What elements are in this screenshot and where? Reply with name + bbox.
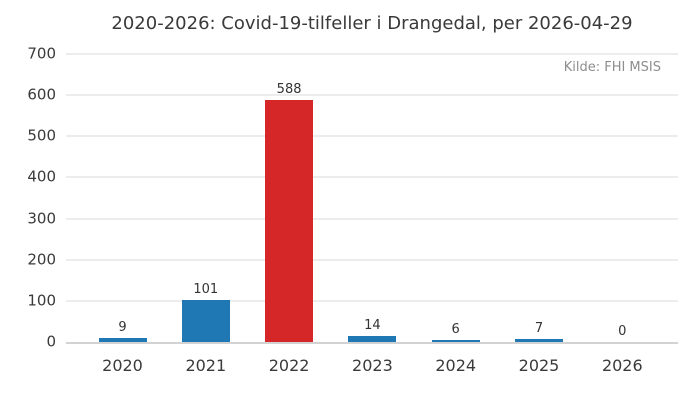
gridline-y200 [66,258,678,261]
y-tick-label-700: 700 [27,44,56,63]
bar-value-label-2020: 9 [118,320,127,336]
y-tick-label-300: 300 [27,209,56,228]
y-tick-label-600: 600 [27,85,56,104]
bar-value-label-2022: 588 [276,82,302,98]
gridline-y500 [66,135,678,138]
source-annotation: Kilde: FHI MSIS [563,60,661,75]
y-tick-label-100: 100 [27,291,56,310]
bar-value-label-2023: 14 [364,318,381,334]
bar-value-label-2025: 7 [534,321,544,337]
bar-2023 [348,336,397,342]
x-tick-label-2024: 2024 [435,356,477,375]
bar-value-label-2024: 6 [451,321,460,337]
x-tick-label-2026: 2026 [601,356,643,375]
x-tick-label-2020: 2020 [102,356,143,375]
x-tick-label-2023: 2023 [352,356,393,375]
gridline-y700 [66,53,678,55]
gridline-y300 [66,217,678,220]
y-tick-label-400: 400 [27,167,56,186]
bar-value-label-2021: 101 [193,282,219,298]
bar-2025 [515,339,563,342]
gridline-y100 [66,299,678,302]
x-tick-label-2022: 2022 [268,356,310,375]
bar-value-label-2026: 0 [618,324,627,339]
x-tick-label-2021: 2021 [185,356,227,375]
y-tick-label-500: 500 [27,126,56,145]
y-tick-label-0: 0 [46,332,56,351]
bar-2021 [181,300,230,342]
x-tick-label-2025: 2025 [518,356,560,375]
bar-2024 [431,339,480,342]
bar-2022 [265,100,314,342]
y-tick-label-200: 200 [27,250,56,269]
gridline-y600 [66,94,678,97]
gridline-y400 [66,176,678,179]
chart-title: 2020-2026: Covid-19-tilfeller i Drangeda… [111,13,633,34]
plot-area: 0 100 200 300 400 500 600 700 9 2020 101 2021 588 202… [27,46,678,374]
x-axis-line [66,342,678,344]
bar-2020 [98,338,147,342]
